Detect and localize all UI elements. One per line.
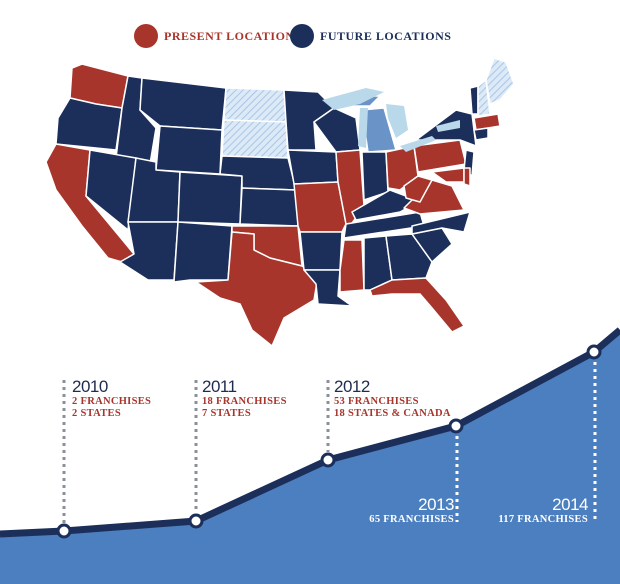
milestone-franchises: 2 FRANCHISES [72, 396, 152, 407]
milestone-marker [586, 344, 602, 360]
state-oregon [55, 97, 123, 151]
milestone-franchises: 65 FRANCHISES [369, 514, 454, 525]
great-lakes [322, 88, 460, 152]
milestone-2013: 2013 65 FRANCHISES [369, 496, 454, 526]
milestone-year: 2013 [418, 495, 454, 514]
legend-future-label: FUTURE LOCATIONS [320, 28, 452, 43]
milestone-states: 2 STATES [72, 408, 121, 419]
milestone-2014: 2014 117 FRANCHISES [498, 496, 588, 526]
milestone-year: 2011 [202, 377, 237, 396]
present-swatch-icon [134, 24, 158, 48]
state-georgia [385, 233, 433, 281]
legend-future: FUTURE LOCATIONS [290, 24, 451, 48]
milestone-year: 2014 [552, 495, 588, 514]
lake-superior [322, 88, 384, 110]
state-texas [195, 231, 319, 347]
milestone-marker [320, 452, 336, 468]
state-nevada [85, 149, 137, 231]
map-legend: PRESENT LOCATIONS FUTURE LOCATIONS [0, 24, 620, 50]
legend-present: PRESENT LOCATIONS [134, 24, 302, 48]
milestone-year: 2010 [72, 377, 108, 396]
state-north-carolina [411, 211, 471, 235]
milestone-marker [448, 418, 464, 434]
legend-present-label: PRESENT LOCATIONS [164, 28, 302, 43]
state-west-virginia [403, 175, 433, 203]
milestone-2012: 2012 53 FRANCHISES 18 STATES & CANADA [334, 378, 451, 420]
milestone-states: 18 STATES & CANADA [334, 408, 451, 419]
milestone-2010: 2010 2 FRANCHISES 2 STATES [72, 378, 151, 420]
milestone-marker [188, 513, 204, 529]
state-mississippi [339, 239, 365, 293]
milestone-states: 7 STATES [202, 408, 251, 419]
milestone-franchises: 53 FRANCHISES [334, 396, 419, 407]
state-florida [369, 277, 465, 333]
milestone-year: 2012 [334, 377, 370, 396]
state-connecticut [473, 127, 489, 141]
lake-huron [386, 104, 408, 138]
lake-ontario [436, 120, 460, 132]
milestone-marker [56, 523, 72, 539]
future-swatch-icon [290, 24, 314, 48]
state-minnesota [283, 89, 335, 151]
growth-area [0, 330, 620, 584]
lake-michigan [358, 108, 368, 148]
state-delaware [463, 167, 471, 187]
milestone-franchises: 117 FRANCHISES [498, 514, 588, 525]
state-new-mexico [173, 221, 233, 283]
milestone-franchises: 18 FRANCHISES [202, 396, 287, 407]
lake-erie [400, 136, 436, 152]
state-maine [485, 57, 515, 105]
state-massachusetts [473, 113, 501, 131]
state-wisconsin [313, 107, 361, 153]
milestone-2011: 2011 18 FRANCHISES 7 STATES [202, 378, 287, 420]
